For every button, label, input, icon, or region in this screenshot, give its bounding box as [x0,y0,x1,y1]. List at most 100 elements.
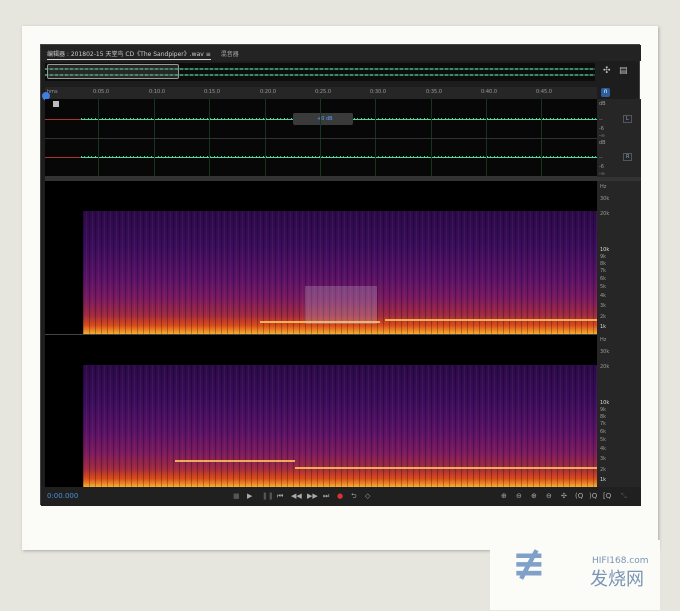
tab-bar: 编辑器 : 201802-15 天堂鸟 CD《The Sandpiper》.wa… [41,45,641,61]
zoom-out-time-icon[interactable]: )Q [589,492,598,500]
tab-mixer[interactable]: 混音器 [220,51,239,58]
zoom-tool-icon[interactable]: ✣ [603,66,611,76]
spectrogram-channel-l[interactable] [45,181,597,334]
zoom-out-frequency-icon[interactable]: ⊖ [546,492,552,500]
frequency-label: 8k [600,261,607,267]
frequency-label: 6k [600,276,607,282]
scale-label: dB [599,101,606,107]
frequency-label: 30k [600,349,610,355]
channel-r-toggle[interactable]: R [623,153,633,161]
tab-editor[interactable]: 编辑器 : 201802-15 天堂鸟 CD《The Sandpiper》.wa… [47,49,211,60]
zoom-selection-icon[interactable]: [Q [603,492,612,500]
panel-menu-icon[interactable]: ≡ [205,51,211,58]
amplitude-scale: dB -- -6 -∞ L dB -- -6 -∞ R [597,99,641,177]
frequency-label: 2k [600,314,607,320]
zoom-out-amplitude-icon[interactable]: ⊖ [516,492,522,500]
grid-line [209,139,210,176]
ruler-tick: 0:45.0 [536,89,552,95]
frequency-label: 5k [600,284,607,290]
waveform-channel-l[interactable]: +0 dB [45,99,597,139]
frequency-label: 4k [600,446,607,452]
channel-l-toggle[interactable]: L [623,115,632,123]
hud-volume[interactable]: +0 dB [293,113,353,125]
watermark-text: HIFI168.com [592,556,649,566]
grid-line [154,99,155,138]
scale-label: dB [599,140,606,146]
watermark-text2: 发烧网 [590,569,644,590]
frequency-label: 30k [600,196,610,202]
snap-magnet-icon[interactable]: ∩ [601,88,610,97]
fast-forward-icon[interactable]: ▶▶ [307,492,318,500]
harmonic-band [295,467,597,469]
frequency-label: 9k [600,407,607,413]
zoom-reset-icon[interactable]: ⤡ [621,492,627,500]
pause-icon[interactable]: ❚❚ [262,492,274,500]
frequency-label: 3k [600,456,607,462]
harmonic-band [385,319,597,321]
scale-label: -6 [599,126,604,132]
ruler-tick: 0:35.0 [426,89,442,95]
scale-label: -∞ [599,133,605,139]
frequency-label: 2k [600,467,607,473]
loop-icon[interactable]: ⮌ [351,492,357,500]
zoom-in-time-icon[interactable]: (Q [575,492,584,500]
list-icon[interactable]: ▤ [619,66,628,76]
spectrogram-channel-r[interactable] [45,334,597,487]
grid-line [541,99,542,138]
stop-icon[interactable]: ■ [233,492,240,500]
ruler-tick: 0:05.0 [93,89,109,95]
grid-line [486,139,487,176]
skip-end-icon[interactable]: ⏭ [323,492,330,500]
pre-roll-line [45,157,81,158]
scale-label: -∞ [599,171,605,177]
frequency-label: 20k [600,211,610,217]
ruler-tick: 0:20.0 [260,89,276,95]
harmonic-band [175,460,295,462]
tab-editor-label: 编辑器 : 201802-15 天堂鸟 CD《The Sandpiper》.wa… [47,51,204,58]
frequency-scale: Hz 30k 20k 10k 9k 8k 7k 6k 5k 4k 3k 2k 1k Hz 30k 20k 10k… [597,181,641,487]
ruler-tick: 0:15.0 [204,89,220,95]
play-icon[interactable]: ▶ [247,492,253,500]
zoom-in-frequency-icon[interactable]: ⊕ [531,492,537,500]
overview-wave-l [45,68,595,70]
ruler-tick: hms [47,89,58,95]
grid-line [486,99,487,138]
frequency-label: 7k [600,421,607,427]
frequency-label: 20k [600,364,610,370]
waveform-channel-r[interactable] [45,139,597,177]
scale-label: -- [599,155,603,161]
zoom-full-icon[interactable]: ✣ [561,492,567,500]
spectrogram-r [83,365,597,487]
record-icon[interactable]: ● [337,492,344,500]
overview-waveform[interactable] [45,63,595,81]
grid-line [375,139,376,176]
hud-volume-value: +0 dB [317,116,333,122]
overview-wave-r [45,74,595,76]
ruler-tick: 0:25.0 [315,89,331,95]
grid-line [320,99,321,138]
current-time[interactable]: 0:00.000 [47,492,79,500]
photo-frame-tab [490,540,660,610]
rewind-icon[interactable]: ◀◀ [291,492,302,500]
divider-handle[interactable] [45,177,641,181]
grid-line [541,139,542,176]
overview-viewport-handle[interactable] [47,64,179,79]
frequency-label: 10k [600,247,610,253]
clip-icon [53,101,59,107]
grid-line [431,139,432,176]
scale-label: -- [599,117,603,123]
frequency-label: 1k [600,477,607,483]
grid-line [265,99,266,138]
frequency-label: Hz [600,337,607,343]
harmonic-band [260,321,380,323]
frequency-label: 3k [600,303,607,309]
zoom-in-amplitude-icon[interactable]: ⊕ [501,492,507,500]
time-ruler[interactable]: hms 0:05.0 0:10.0 0:15.0 0:20.0 0:25.0 0… [45,87,597,99]
spectrogram-l [83,211,597,334]
grid-line [98,139,99,176]
skip-selection-icon[interactable]: ◇ [365,492,371,500]
frequency-label: 5k [600,437,607,443]
skip-start-icon[interactable]: ⏮ [277,492,284,500]
grid-line [209,99,210,138]
frequency-label: Hz [600,184,607,190]
